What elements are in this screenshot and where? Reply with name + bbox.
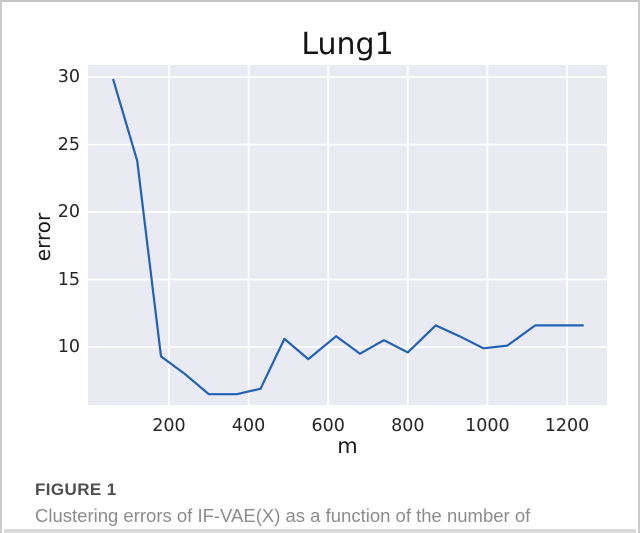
- figure-caption-label: FIGURE 1: [35, 480, 117, 499]
- chart-canvas: [88, 65, 607, 405]
- y-tick-label: 30: [57, 67, 80, 88]
- y-tick-label: 20: [57, 202, 80, 223]
- x-axis-label: m: [337, 434, 358, 458]
- y-tick-label: 25: [57, 134, 80, 155]
- x-tick-label: 400: [231, 416, 266, 436]
- figure-caption-text: Clustering errors of IF-VAE(X) as a func…: [35, 505, 531, 526]
- x-tick-label: 1000: [465, 416, 510, 436]
- line-series: [112, 78, 584, 396]
- x-tick-label: 1200: [544, 416, 590, 436]
- x-tick-label: 600: [311, 416, 345, 436]
- y-tick-label: 10: [57, 336, 80, 357]
- y-axis-label: error: [31, 212, 55, 262]
- chart-title: Lung1: [301, 27, 394, 62]
- y-tick-label: 15: [57, 269, 80, 290]
- cutoff-text-strip: [4, 529, 636, 533]
- x-tick-label: 200: [152, 416, 186, 436]
- x-tick-label: 800: [391, 416, 425, 436]
- plot-area: [88, 65, 607, 405]
